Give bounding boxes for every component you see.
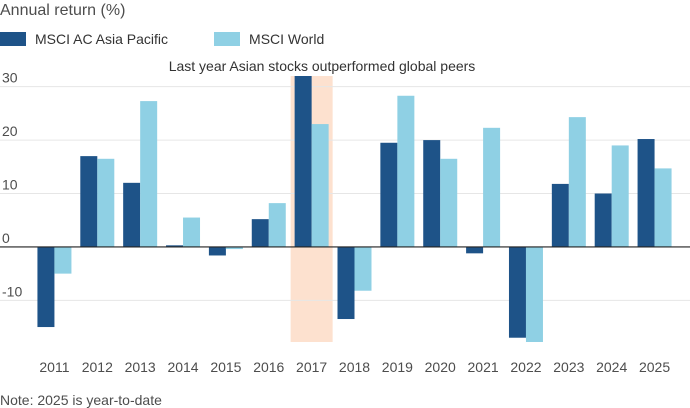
bar-asia-2025 — [637, 139, 655, 247]
legend-item-world: MSCI World — [214, 31, 324, 47]
bar-asia-2018 — [337, 246, 355, 320]
x-tick-label-2024: 2024 — [596, 359, 627, 375]
x-tick-label-2013: 2013 — [125, 359, 156, 375]
bar-asia-2014 — [166, 245, 184, 247]
bar-asia-2013 — [123, 182, 141, 247]
y-tick-label-0: 0 — [2, 230, 10, 246]
bar-asia-2017 — [294, 76, 312, 247]
bar-world-2025 — [654, 168, 672, 247]
legend-item-asia: MSCI AC Asia Pacific — [0, 31, 168, 47]
bar-asia-2023 — [551, 183, 569, 247]
x-tick-label-2022: 2022 — [510, 359, 541, 375]
y-tick-label-30: 30 — [2, 70, 18, 86]
bar-asia-2024 — [594, 193, 612, 247]
bar-asia-2020 — [423, 140, 441, 247]
bar-asia-2022 — [508, 246, 526, 338]
footnote: Note: 2025 is year-to-date — [0, 392, 162, 408]
x-tick-label-2021: 2021 — [468, 359, 499, 375]
x-tick-label-2025: 2025 — [639, 359, 670, 375]
y-tick-label-10: 10 — [2, 177, 18, 193]
bar-world-2018 — [354, 246, 372, 291]
legend-label-asia: MSCI AC Asia Pacific — [35, 31, 169, 47]
bar-world-2017 — [311, 124, 329, 247]
x-tick-label-2014: 2014 — [167, 359, 198, 375]
bar-asia-2016 — [251, 219, 269, 247]
x-tick-label-2017: 2017 — [296, 359, 327, 375]
bar-world-2022 — [525, 246, 543, 342]
bar-world-2011 — [54, 246, 72, 274]
legend-swatch-world — [214, 32, 241, 46]
bar-asia-2012 — [80, 156, 98, 247]
bar-world-2012 — [97, 158, 115, 247]
chart-annotation: Last year Asian stocks outperformed glob… — [169, 58, 476, 74]
x-tick-label-2018: 2018 — [339, 359, 370, 375]
x-tick-label-2023: 2023 — [553, 359, 584, 375]
y-tick-label-20: 20 — [2, 123, 18, 139]
bar-asia-2021 — [466, 246, 484, 254]
bar-world-2014 — [183, 217, 201, 247]
bar-world-2016 — [268, 203, 286, 247]
bar-asia-2019 — [380, 142, 398, 247]
x-tick-label-2012: 2012 — [82, 359, 113, 375]
y-tick-label--10: -10 — [2, 283, 22, 299]
x-tick-label-2015: 2015 — [210, 359, 241, 375]
bar-world-2015 — [225, 246, 243, 250]
x-tick-label-2011: 2011 — [39, 359, 69, 375]
bar-asia-2015 — [208, 246, 226, 256]
bar-world-2019 — [397, 95, 415, 247]
bar-asia-2011 — [37, 246, 55, 328]
bar-world-2020 — [440, 158, 458, 247]
bar-world-2023 — [568, 117, 586, 247]
bar-world-2024 — [611, 145, 629, 247]
bar-world-2013 — [140, 101, 158, 247]
y-axis-title: Annual return (%) — [0, 2, 126, 19]
legend-swatch-asia — [0, 32, 26, 46]
legend-label-world: MSCI World — [249, 31, 325, 47]
x-tick-label-2020: 2020 — [425, 359, 456, 375]
x-tick-label-2019: 2019 — [382, 359, 413, 375]
bar-world-2021 — [483, 127, 501, 247]
legend: MSCI AC Asia Pacific MSCI World — [0, 31, 370, 47]
x-tick-label-2016: 2016 — [253, 359, 284, 375]
